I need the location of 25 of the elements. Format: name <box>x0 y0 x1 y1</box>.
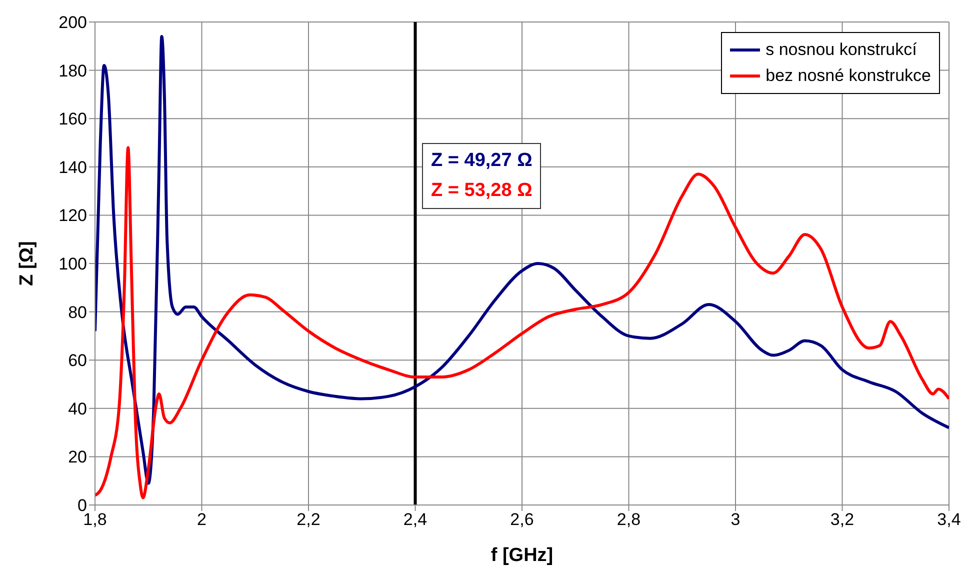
y-tick-label: 100 <box>58 254 87 274</box>
y-tick-label: 200 <box>58 13 87 32</box>
y-axis-title: Z [Ω] <box>16 241 38 286</box>
y-tick-label: 40 <box>68 399 87 418</box>
annotation: Z = 53,28 Ω <box>431 179 532 203</box>
annotation: Z = 49,27 Ω <box>431 149 532 173</box>
y-tick-label: 120 <box>58 206 87 226</box>
x-axis-title: f [GHz] <box>490 545 554 566</box>
y-tick-label: 180 <box>58 61 87 80</box>
legend-label: bez nosné konstrukce <box>766 65 931 87</box>
x-tick-label: 2,8 <box>616 510 641 530</box>
x-tick-label: 2,4 <box>403 510 428 530</box>
x-tick-label: 2,6 <box>510 510 534 530</box>
x-tick-label: 3,2 <box>830 510 854 530</box>
x-tick-label: 2 <box>197 510 206 530</box>
x-tick-label: 2,2 <box>296 510 320 530</box>
y-tick-label: 80 <box>68 302 87 322</box>
y-tick-label: 160 <box>58 110 87 129</box>
legend-label: s nosnou konstrukcí <box>766 39 917 61</box>
x-tick-label: 3 <box>730 510 740 530</box>
y-tick-label: 140 <box>58 158 87 177</box>
x-tick-label: 3,4 <box>937 510 961 530</box>
y-tick-label: 20 <box>68 448 87 467</box>
y-tick-label: 60 <box>68 351 87 370</box>
x-tick-label: 1,8 <box>83 510 107 530</box>
